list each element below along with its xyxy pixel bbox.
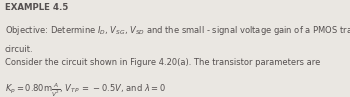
Text: circuit.: circuit. [5, 45, 33, 54]
Text: $K_p = 0.80\mathrm{m}\frac{A}{V^2}$, $V_{TP}\, =\, -0.5V$, and $\lambda = 0$: $K_p = 0.80\mathrm{m}\frac{A}{V^2}$, $V_… [5, 81, 166, 97]
Text: EXAMPLE 4.5: EXAMPLE 4.5 [5, 3, 68, 12]
Text: Consider the circuit shown in Figure 4.20(a). The transistor parameters are: Consider the circuit shown in Figure 4.2… [5, 58, 320, 67]
Text: Objective: Determine $I_D$, $V_{SG}$, $V_{SD}$ and the small - signal voltage ga: Objective: Determine $I_D$, $V_{SG}$, $V… [5, 24, 350, 37]
